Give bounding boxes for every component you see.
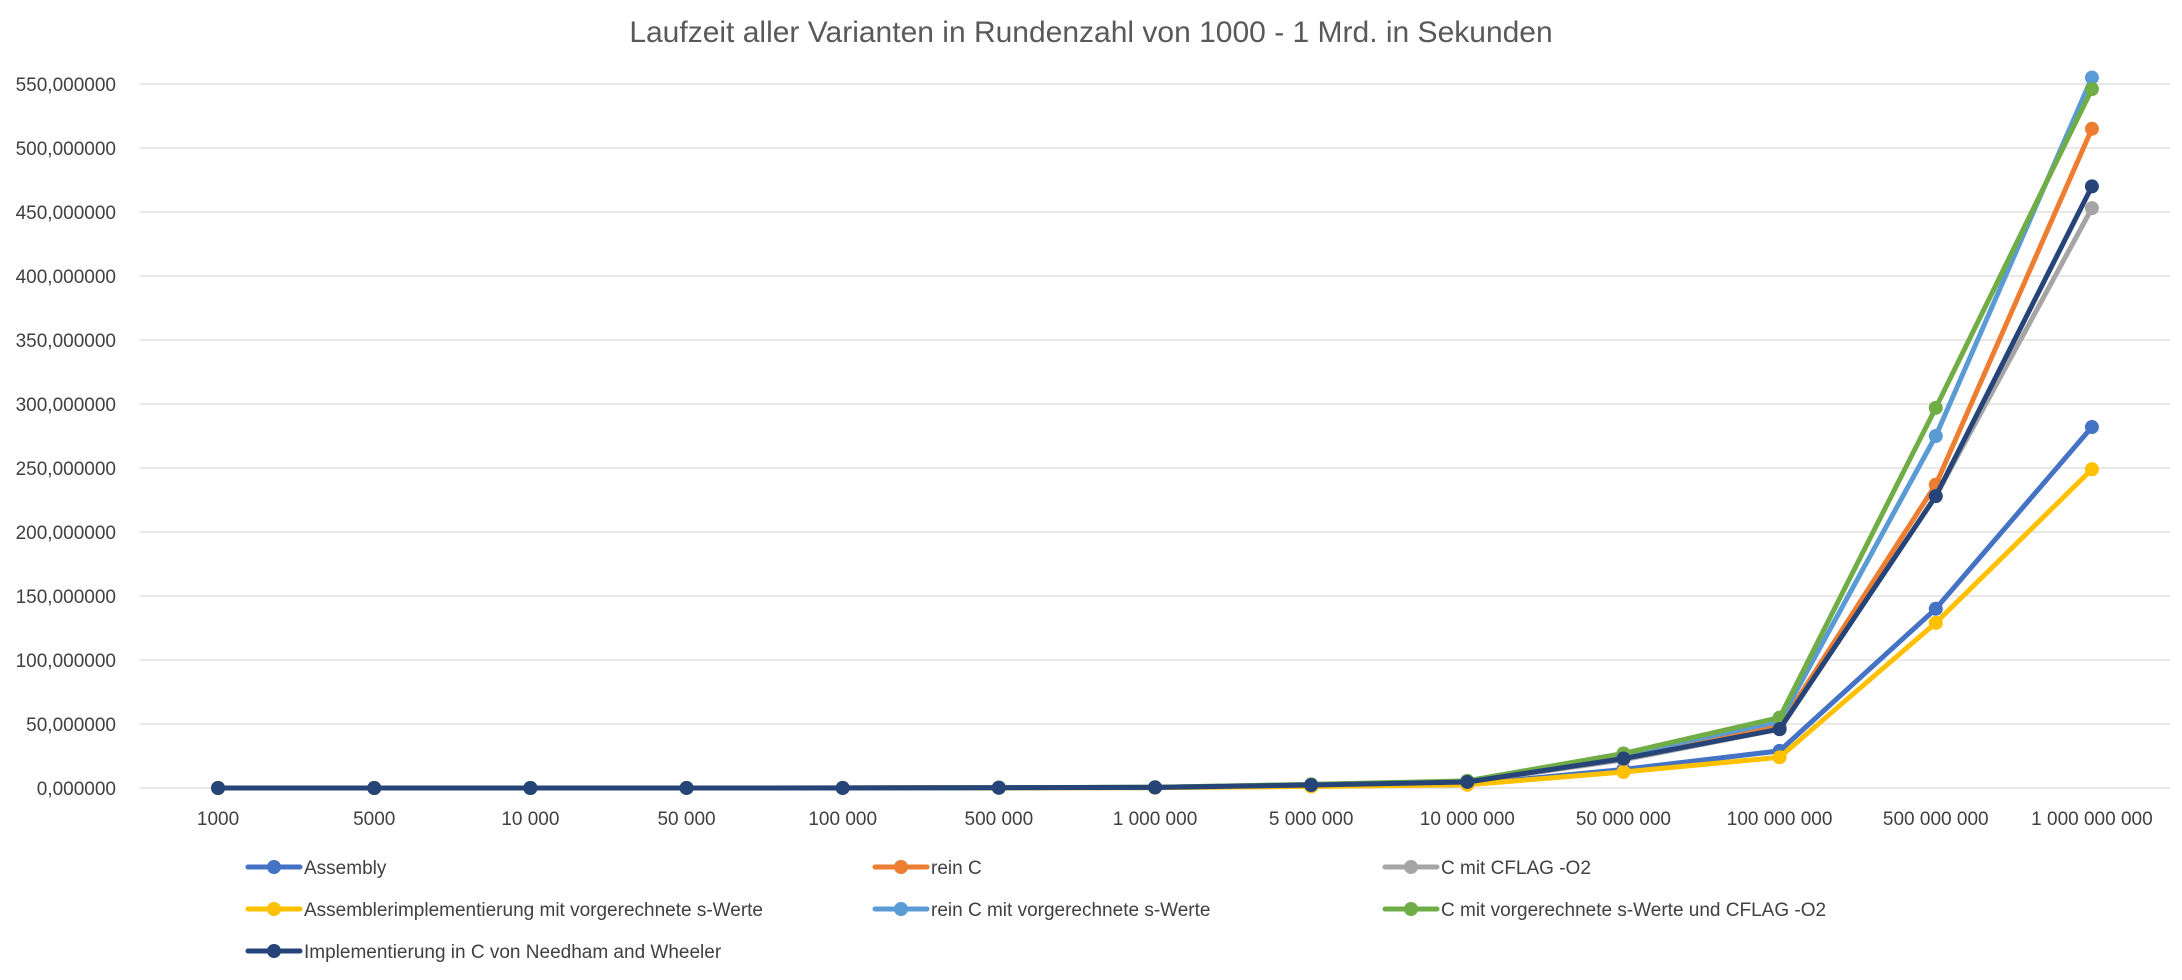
- series-group: [211, 121, 2099, 795]
- legend-item: Assemblerimplementierung mit vorgerechne…: [245, 900, 763, 921]
- y-tick-label: 500,000000: [16, 139, 116, 160]
- chart-title: Laufzeit aller Varianten in Rundenzahl v…: [629, 16, 1552, 49]
- y-tick-label: 100,000000: [16, 651, 116, 672]
- data-point: [2084, 179, 2099, 194]
- series-line: [215, 205, 2095, 791]
- data-point: [1928, 615, 1943, 630]
- data-point: [679, 780, 694, 795]
- series-group: [211, 179, 2099, 795]
- series-line: [215, 466, 2095, 791]
- x-tick-label: 5000: [353, 809, 395, 830]
- data-point: [1928, 429, 1943, 443]
- x-tick-label: 1 000 000: [1113, 809, 1198, 830]
- data-point: [1460, 774, 1475, 789]
- series-group: [211, 82, 2099, 795]
- y-tick-label: 350,000000: [16, 331, 116, 352]
- series-group: [211, 70, 2099, 795]
- series-group: [211, 420, 2099, 795]
- legend-dot-marker: [1404, 902, 1418, 916]
- y-tick-label: 250,000000: [16, 459, 116, 480]
- x-axis-tick-labels: 1000 5000 10 000 50 000 100 000 500 000 1 000 …: [197, 809, 2153, 830]
- x-tick-label: 500 000 000: [1883, 809, 1989, 830]
- legend-label: C mit vorgerechnete s-Werte und CFLAG -O…: [1441, 900, 1826, 921]
- data-point: [991, 780, 1006, 795]
- series-line: [215, 424, 2095, 791]
- legend-item: C mit vorgerechnete s-Werte und CFLAG -O…: [1382, 900, 1826, 921]
- legend-label: C mit CFLAG -O2: [1441, 858, 1591, 879]
- y-tick-label: 200,000000: [16, 523, 116, 544]
- legend-label: rein C: [931, 858, 982, 879]
- data-point: [211, 780, 226, 795]
- legend-item: Implementierung in C von Needham and Whe…: [245, 942, 722, 963]
- legend-dot-marker: [267, 902, 281, 916]
- legend-label: rein C mit vorgerechnete s-Werte: [931, 900, 1210, 921]
- data-point: [2084, 82, 2099, 97]
- legend-dot-marker: [1404, 860, 1418, 874]
- x-tick-label: 100 000 000: [1727, 809, 1833, 830]
- legend-dot-marker: [894, 860, 908, 874]
- data-point: [2084, 420, 2099, 435]
- y-tick-label: 0,000000: [37, 779, 116, 800]
- data-point: [1772, 750, 1787, 765]
- legend-dot-marker: [894, 902, 908, 916]
- series-group: [211, 462, 2099, 795]
- legend-item: C mit CFLAG -O2: [1382, 858, 1591, 879]
- legend-item: rein C mit vorgerechnete s-Werte: [872, 900, 1210, 921]
- data-point: [523, 780, 538, 795]
- series-line: [215, 126, 2095, 791]
- legend: Assembly rein C C mit CFLAG -O2 Assemblerim…: [245, 858, 1826, 963]
- x-tick-label: 5 000 000: [1269, 809, 1354, 830]
- legend-label: Implementierung in C von Needham and Whe…: [304, 942, 722, 963]
- data-point: [2084, 70, 2099, 85]
- x-tick-label: 1000: [197, 809, 239, 830]
- data-point: [1772, 722, 1787, 737]
- data-point: [367, 780, 382, 795]
- x-tick-label: 1 000 000 000: [2031, 809, 2153, 830]
- x-tick-label: 500 000: [965, 809, 1034, 830]
- legend-dot-marker: [267, 860, 281, 874]
- data-point: [1928, 400, 1943, 415]
- x-tick-label: 10 000: [501, 809, 559, 830]
- data-point: [2084, 121, 2099, 136]
- legend-item: Assembly: [245, 858, 387, 879]
- series-group: [211, 201, 2099, 795]
- x-tick-label: 50 000 000: [1576, 809, 1671, 830]
- data-point: [1928, 601, 1943, 616]
- gridlines: [140, 83, 2170, 789]
- y-tick-label: 50,000000: [26, 715, 116, 736]
- y-tick-label: 400,000000: [16, 267, 116, 288]
- data-point: [2084, 462, 2099, 477]
- data-point: [1616, 751, 1631, 766]
- legend-label: Assembly: [304, 858, 387, 879]
- legend-item: rein C: [872, 858, 982, 879]
- y-tick-label: 550,000000: [16, 75, 116, 96]
- data-point: [1616, 765, 1631, 779]
- data-point: [1304, 778, 1319, 793]
- data-point: [2084, 201, 2099, 216]
- x-tick-label: 10 000 000: [1420, 809, 1515, 830]
- series-lines: [211, 70, 2099, 795]
- y-tick-label: 150,000000: [16, 587, 116, 608]
- legend-dot-marker: [267, 944, 281, 958]
- data-point: [835, 780, 850, 795]
- y-axis-tick-labels: 0,000000 50,000000 100,000000 150,000000 200…: [16, 75, 116, 800]
- data-point: [1148, 780, 1162, 795]
- y-tick-label: 450,000000: [16, 203, 116, 224]
- x-tick-label: 50 000: [657, 809, 715, 830]
- y-tick-label: 300,000000: [16, 395, 116, 416]
- legend-label: Assemblerimplementierung mit vorgerechne…: [304, 900, 763, 921]
- x-tick-label: 100 000: [808, 809, 877, 830]
- data-point: [1928, 489, 1943, 504]
